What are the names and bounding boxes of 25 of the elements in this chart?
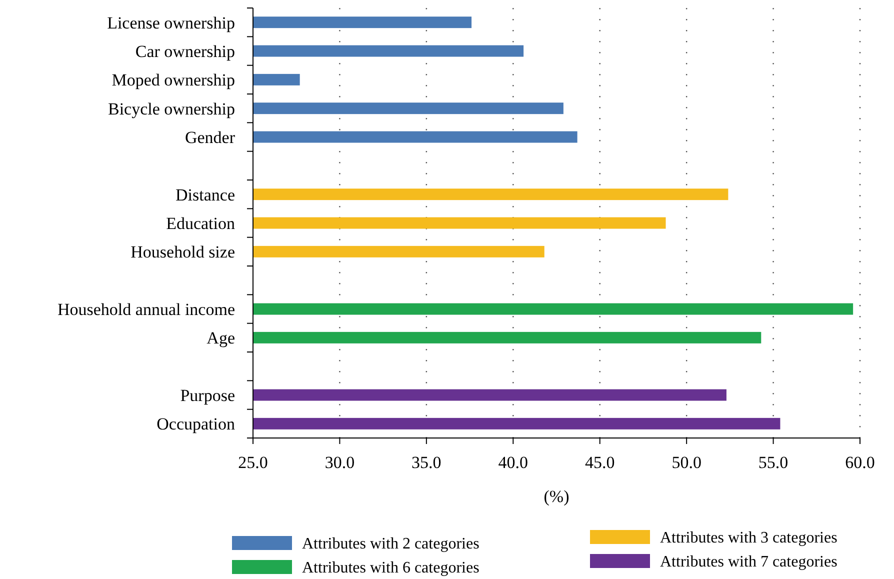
y-tick-label: Household size xyxy=(130,242,235,262)
y-tick-label: Car ownership xyxy=(135,42,235,61)
y-tick-label: Education xyxy=(166,214,236,233)
x-tick-label: 55.0 xyxy=(758,453,788,472)
x-tick-label: 35.0 xyxy=(412,453,442,472)
y-tick-label: Moped ownership xyxy=(112,70,235,90)
y-tick-label: Gender xyxy=(184,128,236,147)
y-tick-label: Age xyxy=(206,328,235,348)
y-tick-label: Distance xyxy=(176,185,235,204)
legend-label: Attributes with 7 categories xyxy=(660,554,838,571)
y-tick-label: License ownership xyxy=(107,13,235,32)
y-tick-label: Occupation xyxy=(156,414,236,434)
x-tick-label: 40.0 xyxy=(498,453,528,472)
y-tick-label: Household annual income xyxy=(57,300,235,319)
x-tick-label: 60.0 xyxy=(845,453,875,472)
y-tick-label: Bicycle ownership xyxy=(108,99,235,118)
legend-label: Attributes with 3 categories xyxy=(660,530,838,547)
legend-label: Attributes with 6 categories xyxy=(302,560,480,577)
x-tick-label: 25.0 xyxy=(238,453,268,472)
y-tick-label: Purpose xyxy=(180,386,235,405)
legend-label: Attributes with 2 categories xyxy=(302,536,480,553)
x-tick-label: 45.0 xyxy=(584,453,615,472)
x-tick-label: 30.0 xyxy=(324,453,355,472)
x-tick-label: 50.0 xyxy=(672,453,702,472)
x-axis-title: (%) xyxy=(544,487,570,506)
